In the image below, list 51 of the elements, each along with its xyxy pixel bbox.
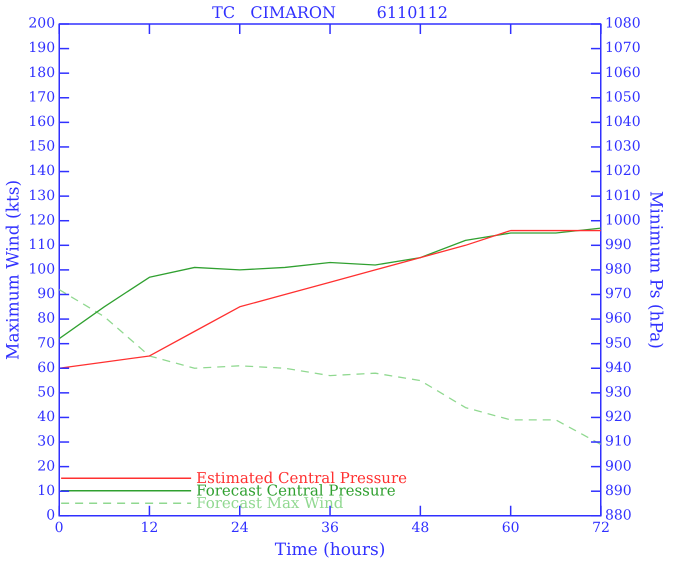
y2-tick-label: 1050 (604, 89, 641, 106)
y2-tick-label: 910 (604, 434, 632, 450)
chart-title: TC CIMARON 6110112 (212, 3, 448, 22)
y-tick-label: 140 (28, 163, 56, 180)
y-tick-label: 90 (37, 286, 56, 302)
y-tick-label: 130 (28, 188, 56, 204)
y2-tick-label: 1030 (604, 138, 641, 155)
y-tick-label: 170 (28, 89, 56, 106)
x-tick-label: 12 (140, 520, 158, 536)
y-tick-label: 30 (37, 434, 56, 450)
y-tick-label: 50 (37, 384, 56, 400)
y2-tick-label: 940 (604, 360, 632, 376)
y-tick-label: 20 (37, 458, 56, 474)
y-tick-label: 180 (28, 64, 56, 81)
y-tick-label: 100 (28, 262, 56, 278)
y-tick-label: 40 (37, 409, 56, 426)
y2-tick-label: 1020 (604, 163, 641, 180)
x-tick-label: 24 (230, 520, 249, 536)
y-tick-label: 0 (46, 507, 56, 524)
y-tick-label: 80 (37, 310, 56, 327)
y2-tick-label: 1000 (604, 212, 641, 228)
y2-tick-label: 1060 (604, 64, 641, 81)
y-tick-label: 190 (28, 40, 56, 56)
y2-tick-label: 980 (604, 262, 632, 278)
y2-tick-label: 1080 (604, 16, 641, 32)
y2-axis-title: Minimum Ps (hPa) (645, 190, 666, 349)
x-tick-label: 36 (321, 520, 340, 536)
x-tick-label: 48 (411, 520, 430, 536)
y-tick-label: 110 (28, 236, 56, 253)
y2-tick-label: 1070 (604, 40, 641, 56)
y2-tick-label: 920 (604, 409, 632, 426)
y-tick-label: 200 (28, 16, 56, 32)
y2-tick-label: 1040 (604, 114, 641, 130)
y2-tick-label: 1010 (604, 188, 641, 204)
y-tick-label: 150 (28, 138, 56, 155)
y2-tick-label: 950 (604, 335, 632, 352)
y2-tick-label: 990 (604, 236, 632, 253)
y-tick-label: 70 (37, 335, 56, 352)
x-axis-title: Time (hours) (274, 540, 386, 560)
y2-tick-label: 970 (604, 286, 632, 302)
y-axis-title: Maximum Wind (kts) (4, 180, 24, 360)
x-tick-label: 60 (502, 520, 520, 536)
y-tick-label: 120 (28, 212, 56, 228)
y2-tick-label: 960 (604, 310, 632, 327)
y-tick-label: 10 (37, 482, 56, 499)
y2-tick-label: 900 (604, 458, 632, 474)
y2-tick-label: 890 (604, 482, 632, 499)
y-tick-label: 60 (37, 360, 56, 376)
y-tick-label: 160 (28, 114, 56, 130)
y2-tick-label: 930 (604, 384, 632, 400)
x-tick-label: 72 (592, 520, 610, 536)
